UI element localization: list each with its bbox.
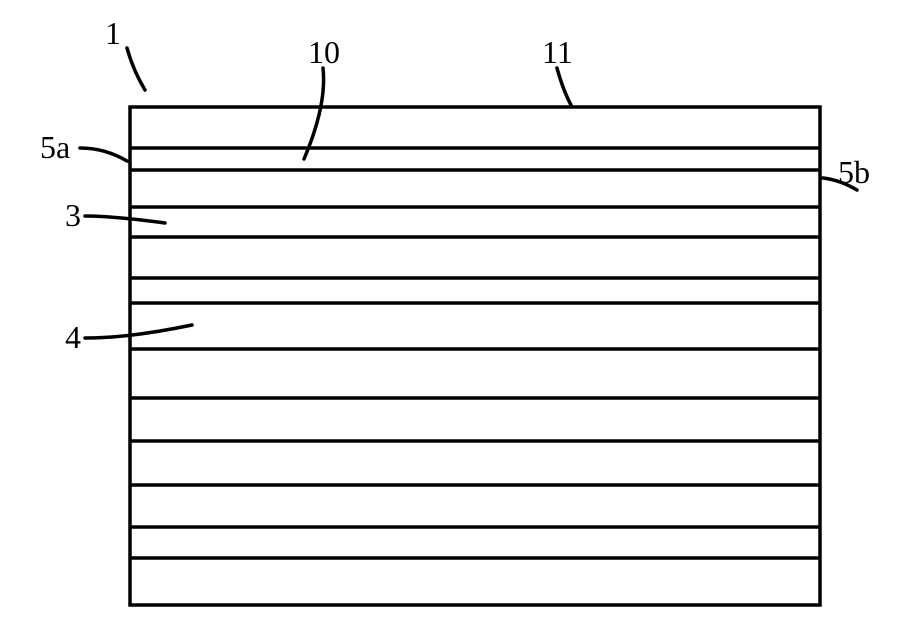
label-10: 10 [308, 34, 340, 71]
label-5a: 5a [40, 129, 70, 166]
label-4: 4 [65, 319, 81, 356]
label-1: 1 [105, 15, 121, 52]
label-5b: 5b [838, 154, 870, 191]
label-3: 3 [65, 197, 81, 234]
label-11: 11 [542, 34, 573, 71]
layered-diagram [0, 0, 903, 638]
